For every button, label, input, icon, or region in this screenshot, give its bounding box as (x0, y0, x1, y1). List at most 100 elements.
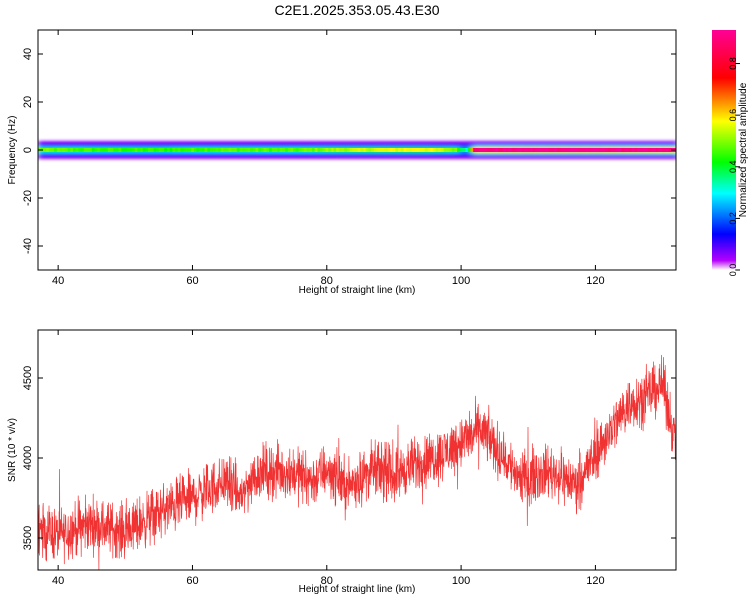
snr-y-tick-label: 4000 (22, 446, 34, 470)
spectrogram-cell (220, 148, 224, 152)
spectrogram-cell (287, 148, 291, 152)
spectrogram-cell (166, 148, 171, 152)
spectrogram-cell (56, 148, 60, 152)
spectrogram-cell (325, 148, 329, 152)
spectrogram-cell (129, 148, 133, 152)
spectrogram-cell (285, 148, 289, 152)
spectrogram-cell (497, 148, 501, 152)
spectrogram-cell (626, 148, 630, 152)
spectrogram-cell (424, 148, 428, 152)
colorbar-tick-label: 0.8 (728, 57, 738, 70)
spectrogram-cell (521, 148, 525, 152)
spectrogram-cell (395, 148, 399, 152)
snr-x-tick-label: 100 (452, 575, 470, 587)
spectrogram-cell (156, 148, 160, 152)
spectrogram-cell (107, 148, 111, 152)
spectrogram-cell (577, 148, 582, 152)
spectrogram-cell (223, 148, 227, 152)
spectrogram-cell (564, 148, 568, 152)
spectrogram-cell (446, 148, 450, 152)
spectrogram-cell (330, 148, 334, 152)
spectrogram-cell (596, 148, 600, 152)
spectrogram-cell (134, 148, 138, 152)
spectrogram-cell (67, 148, 71, 152)
spectrogram-cell (258, 148, 262, 152)
spectrogram-cell (645, 148, 649, 152)
spectrogram-cell (440, 148, 445, 152)
spectrogram-cell (586, 148, 590, 152)
spectrogram-cell (145, 148, 149, 152)
spectrogram-cell (384, 148, 388, 152)
spectrogram-cell (282, 148, 286, 152)
spectrogram-cell (508, 148, 512, 152)
spectrogram-cell (516, 148, 520, 152)
spectrogram-cell (242, 148, 246, 152)
spectrogram-cell (306, 148, 310, 152)
spectrogram-cell (91, 148, 95, 152)
spectrogram-cell (54, 148, 58, 152)
spectrogram-cell (132, 148, 136, 152)
spectrogram-cell (196, 148, 200, 152)
spectrogram-cell (349, 148, 353, 152)
spectrogram-cell (465, 148, 469, 152)
colorbar-tick-label: 0.6 (728, 109, 738, 122)
spectrogram-cell (634, 148, 638, 152)
spectrogram-cell (588, 148, 592, 152)
spectrogram-cell (594, 148, 598, 152)
spectrogram-cell (193, 148, 197, 152)
spectrogram-cell (478, 148, 482, 152)
spectrogram-cell (491, 148, 496, 152)
spectrogram-cell (252, 148, 256, 152)
spectrogram-cell (62, 148, 66, 152)
spectrogram-cell (333, 148, 337, 152)
spectrogram-cell (126, 148, 130, 152)
spectrogram-cell (583, 148, 587, 152)
spectrogram-cell (260, 148, 265, 152)
spectrogram-cell (513, 148, 517, 152)
spectrogram-cell (534, 148, 539, 152)
spectrogram-cell (140, 148, 144, 152)
spectrogram-cell (51, 148, 55, 152)
spectrogram-cell (489, 148, 493, 152)
spectrogram-cell (532, 148, 536, 152)
spectrogram-cell (231, 148, 235, 152)
spectrogram-x-tick-label: 120 (586, 275, 604, 287)
spectrogram-cell (379, 148, 383, 152)
spectrogram-cell (314, 148, 318, 152)
spectrogram-cell (183, 148, 187, 152)
spectrogram-cell (575, 148, 579, 152)
spectrogram-cell (655, 148, 659, 152)
spectrogram-cell (658, 148, 662, 152)
spectrogram-core (38, 148, 676, 152)
spectrogram-cell (637, 148, 641, 152)
spectrogram-cell (201, 148, 205, 152)
snr-panel: 40 60 80 100 120 3500 4000 4500 Height of stra… (7, 329, 677, 595)
spectrogram-cell (561, 148, 565, 152)
spectrogram-cell (97, 148, 101, 152)
spectrogram-cell (615, 148, 619, 152)
spectrogram-cell (553, 148, 557, 152)
spectrogram-cell (293, 148, 297, 152)
spectrogram-cell (432, 148, 436, 152)
spectrogram-cell (70, 148, 74, 152)
snr-y-tick-label: 4500 (22, 366, 34, 390)
spectrogram-cell (653, 148, 657, 152)
spectrogram-cell (244, 148, 248, 152)
spectrogram-cell (115, 148, 119, 152)
spectrogram-cell (344, 148, 348, 152)
spectrogram-cell (661, 148, 665, 152)
spectrogram-cell (207, 148, 211, 152)
spectrogram-cell (113, 148, 117, 152)
spectrogram-cell (556, 148, 560, 152)
spectrogram-cell (64, 148, 68, 152)
spectrogram-cell (137, 148, 141, 152)
spectrogram-y-tick-label: -40 (22, 238, 34, 254)
spectrogram-cell (191, 148, 195, 152)
spectrogram-cell (505, 148, 509, 152)
spectrogram-cell (177, 148, 181, 152)
spectrogram-cell (123, 148, 128, 152)
spectrogram-panel: 40 60 80 100 120 -40 -20 0 20 40 Height of strai… (7, 29, 677, 296)
spectrogram-cell (408, 148, 412, 152)
spectrogram-cell (148, 148, 152, 152)
